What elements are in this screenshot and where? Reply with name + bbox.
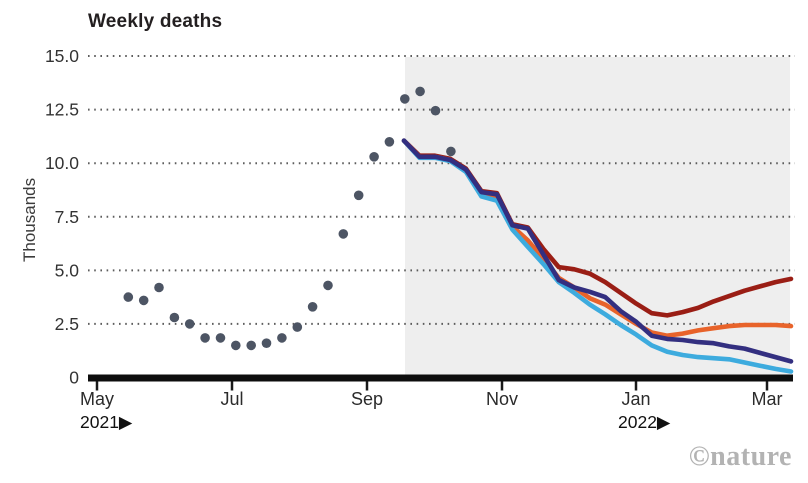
y-tick-label-2.5: 2.5 <box>55 314 79 334</box>
scatter-point <box>307 302 318 312</box>
scatter-point <box>231 340 241 351</box>
x-tick-label-Jan: Jan <box>621 389 650 409</box>
scatter-point <box>338 229 349 239</box>
y-tick-label-7.5: 7.5 <box>55 207 79 227</box>
scatter-point <box>184 319 195 329</box>
scatter-point <box>353 190 364 201</box>
scatter-point <box>415 86 425 97</box>
x-axis-line <box>88 374 793 382</box>
scatter-point <box>400 94 410 104</box>
scatter-point <box>277 333 287 343</box>
y-axis-title: Thousands <box>20 177 39 262</box>
scatter-point <box>123 292 134 302</box>
y-tick-label-5.0: 5.0 <box>55 260 80 280</box>
scatter-point <box>215 333 226 343</box>
scatter-point <box>246 340 256 351</box>
scatter-point <box>446 146 456 157</box>
scatter-point <box>169 312 180 323</box>
scatter-point <box>292 322 303 332</box>
y-tick-label-15.0: 15.0 <box>45 46 79 66</box>
scatter-point <box>200 333 210 343</box>
x-tick-label-Nov: Nov <box>486 389 518 409</box>
scatter-point <box>261 338 272 349</box>
year-marker-2022: 2022▶ <box>618 412 671 432</box>
y-tick-label-10.0: 10.0 <box>45 153 79 173</box>
y-tick-label-12.5: 12.5 <box>45 100 79 120</box>
scatter-point <box>154 282 164 293</box>
scatter-point <box>384 137 395 147</box>
x-tick-label-Jul: Jul <box>220 389 243 409</box>
x-tick-label-May: May <box>80 389 114 409</box>
scatter-point <box>430 105 441 116</box>
year-marker-2021: 2021▶ <box>80 412 133 432</box>
scatter-point <box>369 152 379 162</box>
nature-watermark: ©nature <box>688 441 792 472</box>
scatter-point <box>138 295 149 306</box>
chart-title: Weekly deaths <box>88 11 223 32</box>
x-tick-label-Mar: Mar <box>752 389 783 409</box>
y-tick-label-0: 0 <box>69 368 79 388</box>
x-tick-label-Sep: Sep <box>351 389 383 409</box>
forecast-navy-line <box>401 138 794 364</box>
scatter-point <box>323 280 333 291</box>
